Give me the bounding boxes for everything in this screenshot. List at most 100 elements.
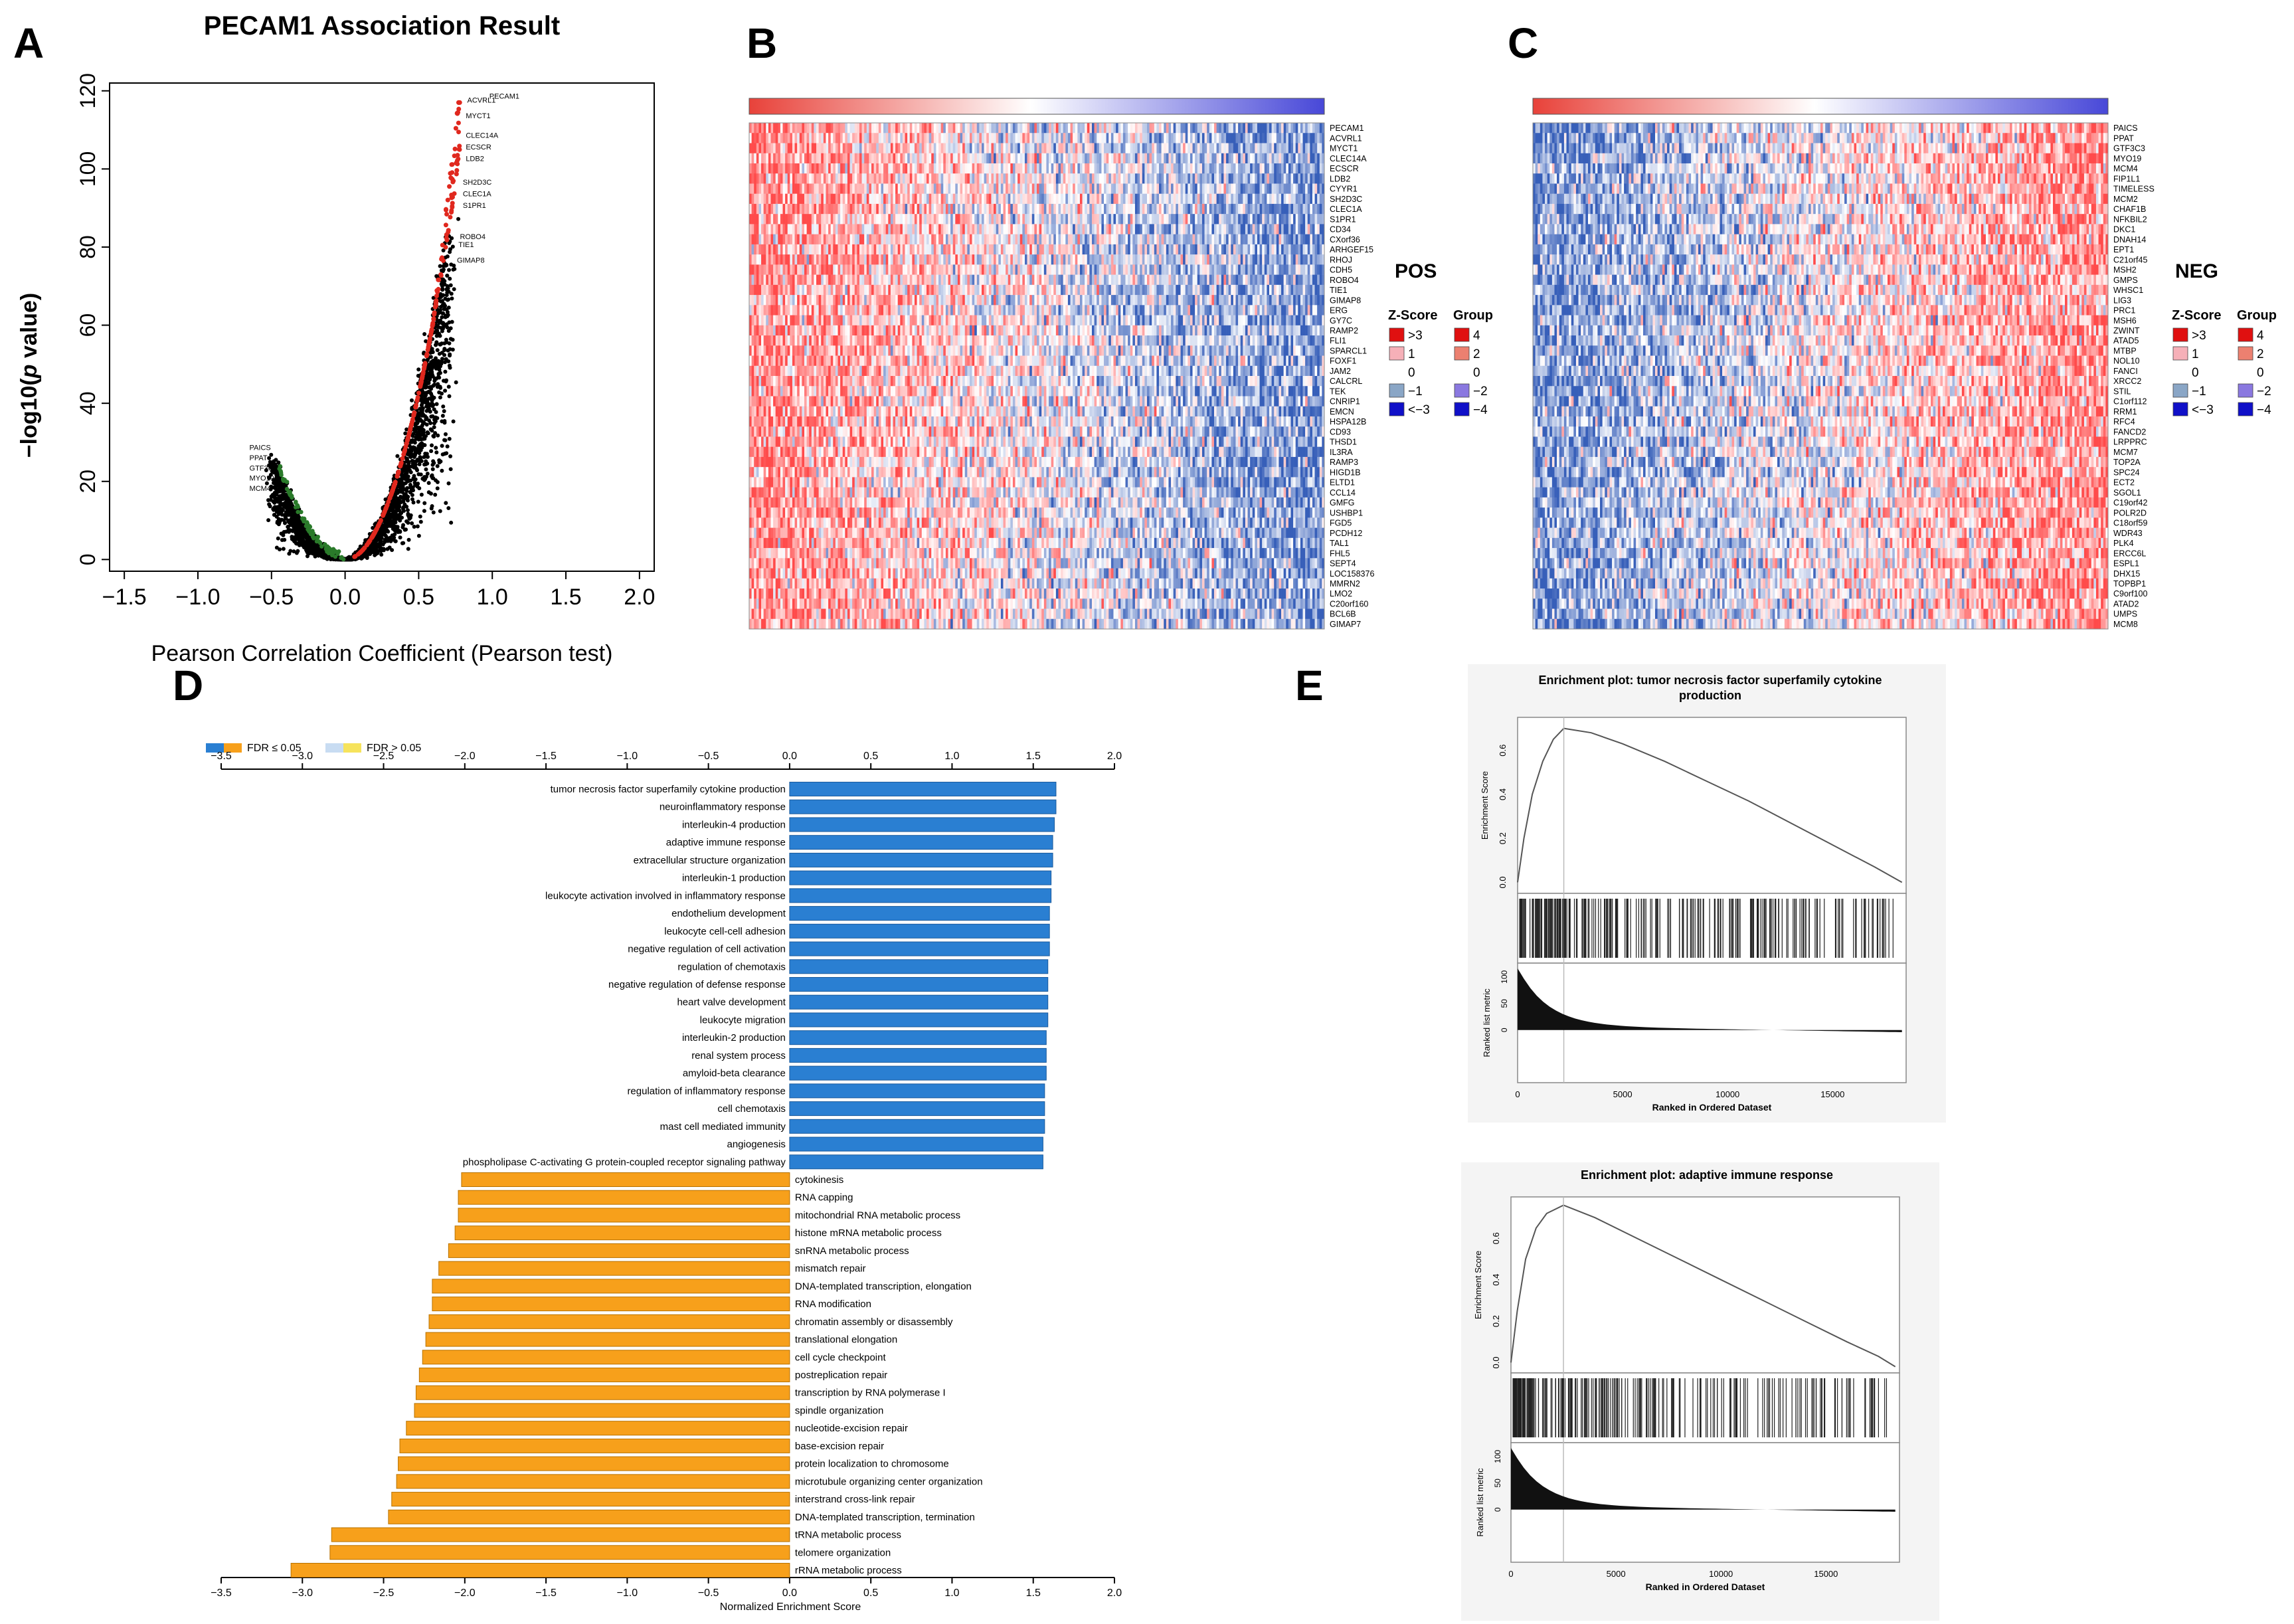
heatmap-cell [792, 193, 795, 205]
heatmap-cell [770, 588, 774, 599]
heatmap-cell [816, 537, 819, 549]
heatmap-cell [828, 578, 831, 589]
heatmap-cell [754, 477, 757, 488]
heatmap-cell [823, 264, 826, 275]
heatmap-cell [778, 284, 781, 296]
heatmap-cell [842, 123, 845, 134]
volcano-nonsig-point [428, 355, 433, 359]
heatmap-cell [828, 507, 831, 518]
heatmap-cell [806, 254, 810, 265]
volcano-nonsig-point [401, 499, 406, 503]
heatmap-cell [799, 345, 802, 356]
heatmap-cell [773, 193, 776, 205]
heatmap-cell [821, 173, 824, 184]
volcano-nonsig-point [445, 273, 450, 278]
heatmap-cell [806, 548, 810, 559]
volcano-nonsig-point [448, 352, 452, 357]
volcano-nonsig-point [447, 268, 452, 272]
heatmap-cell [797, 568, 800, 579]
heatmap-cell [790, 224, 793, 234]
heatmap-cell [838, 264, 841, 275]
heatmap-cell [814, 203, 817, 215]
volcano-negative-point [296, 509, 300, 514]
heatmap-cell [809, 588, 812, 599]
heatmap-cell [763, 618, 766, 630]
heatmap-cell [806, 436, 810, 447]
volcano-nonsig-point [301, 535, 306, 539]
volcano-y-tick-label: 40 [76, 391, 100, 415]
heatmap-cell [778, 416, 781, 427]
heatmap-cell [833, 315, 836, 326]
heatmap-cell [838, 365, 841, 377]
heatmap-cell [778, 335, 781, 346]
heatmap-cell [816, 133, 819, 143]
volcano-frame [109, 82, 655, 572]
heatmap-cell [754, 244, 757, 255]
heatmap-cell [809, 193, 812, 205]
heatmap-cell [802, 426, 805, 437]
heatmap-cell [804, 365, 807, 377]
volcano-nonsig-point [410, 458, 414, 463]
heatmap-cell [778, 436, 781, 447]
volcano-nonsig-point [264, 468, 268, 473]
heatmap-cell [773, 558, 776, 569]
volcano-nonsig-point [434, 402, 439, 406]
heatmap-cell [833, 335, 836, 346]
heatmap-cell [838, 224, 841, 234]
volcano-nonsig-point [440, 413, 445, 418]
volcano-nonsig-point [442, 360, 447, 365]
volcano-nonsig-point [419, 432, 424, 437]
heatmap-cell [790, 426, 793, 437]
heatmap-cell [830, 264, 834, 275]
heatmap-cell [842, 244, 845, 255]
heatmap-cell [763, 264, 766, 275]
volcano-nonsig-point [433, 431, 438, 436]
heatmap-cell [770, 143, 774, 154]
heatmap-cell [768, 416, 771, 427]
heatmap-cell [787, 456, 790, 468]
heatmap-cell [782, 487, 786, 498]
heatmap-cell [785, 386, 788, 397]
volcano-nonsig-point [400, 525, 405, 529]
heatmap-cell [826, 406, 829, 417]
volcano-nonsig-point [443, 369, 448, 374]
volcano-positive-point [454, 158, 460, 163]
heatmap-cell [780, 446, 783, 458]
heatmap-cell [766, 355, 769, 367]
heatmap-cell [809, 274, 812, 286]
heatmap-cell [761, 254, 764, 265]
heatmap-cell [809, 264, 812, 275]
heatmap-cell [838, 234, 841, 245]
heatmap-cell [828, 396, 831, 407]
heatmap-cell [799, 618, 802, 630]
heatmap-cell [780, 345, 783, 356]
heatmap-cell [763, 517, 766, 528]
heatmap-cell [835, 477, 838, 488]
heatmap-cell [838, 456, 841, 468]
volcano-nonsig-point [436, 331, 441, 336]
heatmap-cell [782, 396, 786, 407]
heatmap-cell [768, 234, 771, 245]
heatmap-cell [749, 143, 752, 154]
volcano-nonsig-point [450, 296, 454, 301]
heatmap-cell [830, 254, 834, 265]
heatmap-cell [792, 446, 795, 458]
volcano-nonsig-point [279, 531, 284, 536]
heatmap-cell [768, 507, 771, 518]
heatmap-cell [830, 436, 834, 447]
volcano-nonsig-point [276, 536, 280, 541]
heatmap-cell [761, 295, 764, 306]
heatmap-cell [835, 193, 838, 205]
heatmap-cell [797, 264, 800, 275]
heatmap-cell [802, 446, 805, 458]
heatmap-cell [754, 406, 757, 417]
heatmap-cell [775, 507, 778, 518]
heatmap-cell [754, 173, 757, 184]
heatmap-cell [804, 487, 807, 498]
heatmap-cell [749, 497, 752, 508]
heatmap-cell [811, 416, 814, 427]
heatmap-cell [782, 315, 786, 326]
volcano-nonsig-point [451, 419, 456, 424]
heatmap-cell [806, 517, 810, 528]
heatmap-cell [754, 578, 757, 589]
